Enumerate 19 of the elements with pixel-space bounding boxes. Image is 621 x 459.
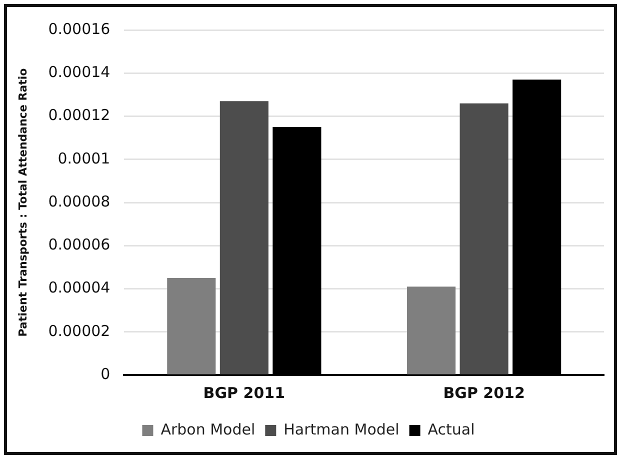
- y-tick-label: 0.00016: [48, 20, 110, 38]
- y-tick-label: 0.00014: [48, 63, 110, 82]
- y-axis-title: Patient Transports : Total Attendance Ratio: [16, 68, 30, 337]
- bar: [460, 103, 508, 374]
- x-tick-label: BGP 2011: [203, 384, 286, 402]
- y-tick-label: 0.00006: [48, 236, 110, 254]
- bar: [407, 286, 456, 374]
- y-tick-label: 0.00002: [48, 322, 110, 340]
- y-tick-label: 0.00004: [48, 278, 110, 297]
- y-tick-label: 0.00008: [48, 192, 110, 210]
- legend-label: Hartman Model: [284, 420, 400, 438]
- y-tick-label: 0: [100, 364, 110, 383]
- legend-label: Actual: [428, 420, 475, 438]
- bar: [167, 278, 216, 374]
- x-tick-label: BGP 2012: [443, 384, 525, 402]
- y-tick-label: 0.00012: [48, 106, 110, 124]
- legend-label: Arbon Model: [160, 420, 256, 438]
- y-tick-label: 0.0001: [58, 149, 110, 168]
- bar: [220, 101, 268, 374]
